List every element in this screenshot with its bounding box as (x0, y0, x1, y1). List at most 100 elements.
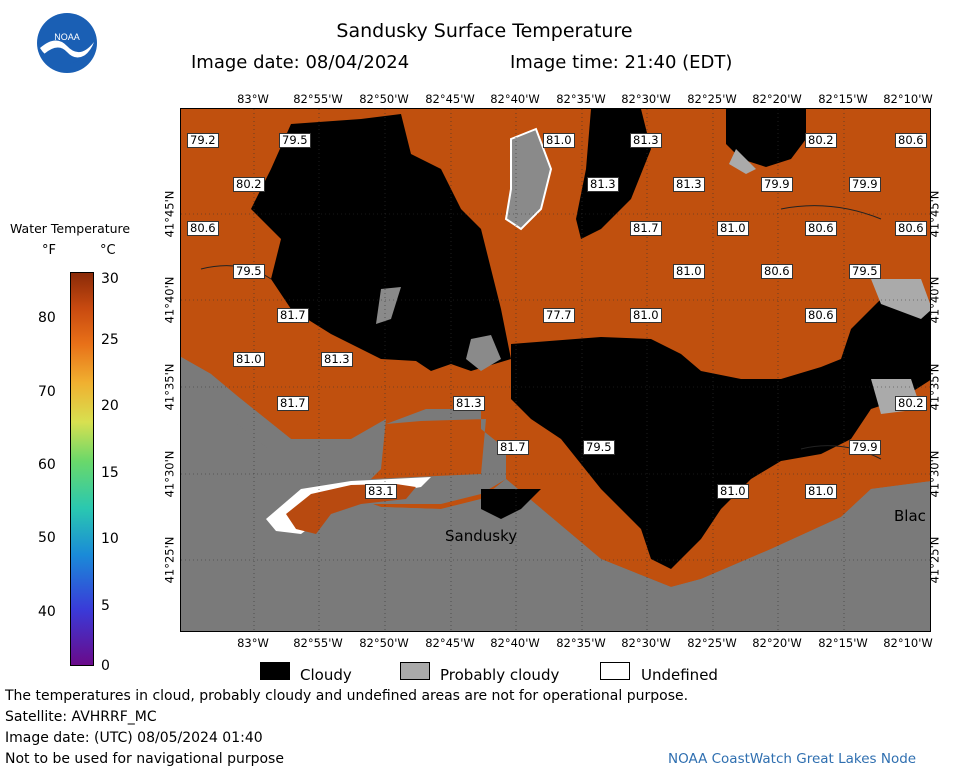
colorbar-title: Water Temperature (10, 221, 131, 236)
lon-tick-bottom: 82°15'W (818, 636, 868, 650)
lon-tick-top: 82°55'W (293, 92, 343, 106)
lon-tick-bottom: 82°35'W (556, 636, 606, 650)
undefined-swatch (600, 662, 630, 680)
lon-tick-top: 83°W (237, 92, 269, 106)
colorbar-f-label: °F (42, 243, 56, 258)
image-date: Image date: 08/04/2024 (191, 52, 410, 73)
probably-cloudy-swatch (400, 662, 430, 680)
legend-undefined: Undefined (641, 666, 718, 684)
temp-label: 81.0 (233, 352, 265, 367)
cloud-area (481, 489, 541, 519)
temp-label: 81.3 (321, 352, 353, 367)
footer-satellite: Satellite: AVHRRF_MC (5, 709, 157, 725)
lon-tick-bottom: 82°50'W (359, 636, 409, 650)
temp-label: 80.6 (895, 133, 927, 148)
colorbar-f-tick: 50 (38, 530, 56, 546)
temp-label: 80.6 (895, 221, 927, 236)
image-time: Image time: 21:40 (EDT) (510, 52, 733, 73)
temp-label: 80.6 (805, 308, 837, 323)
colorbar-c-tick: 5 (101, 598, 110, 614)
temp-label: 79.9 (761, 177, 793, 192)
place-label-sandusky: Sandusky (445, 527, 518, 545)
lon-tick-bottom: 83°W (237, 636, 269, 650)
lat-tick-left: 41°40'N (162, 276, 177, 324)
temp-label: 81.0 (543, 133, 575, 148)
noaa-logo: NOAA (36, 12, 98, 74)
temp-label: 81.0 (630, 308, 662, 323)
lon-tick-top: 82°40'W (490, 92, 540, 106)
probably-cloudy-area (729, 149, 756, 174)
temp-label: 80.2 (233, 177, 265, 192)
temp-label: 83.1 (365, 484, 397, 499)
map-title: Sandusky Surface Temperature (336, 20, 633, 42)
temp-label: 80.6 (805, 221, 837, 236)
lon-tick-top: 82°25'W (687, 92, 737, 106)
colorbar-c-tick: 15 (101, 465, 119, 481)
lat-tick-left: 41°45'N (162, 190, 177, 238)
land-shore (181, 357, 930, 631)
colorbar-f-tick: 70 (38, 384, 56, 400)
temp-label: 81.7 (497, 440, 529, 455)
temp-label: 81.7 (277, 396, 309, 411)
probably-cloudy-area (466, 335, 501, 371)
colorbar-c-tick: 25 (101, 332, 119, 348)
temp-label: 80.2 (805, 133, 837, 148)
lon-tick-top: 82°35'W (556, 92, 606, 106)
graticule (181, 109, 930, 631)
lon-tick-top: 82°10'W (883, 92, 933, 106)
lon-tick-top: 82°15'W (818, 92, 868, 106)
lon-tick-bottom: 82°55'W (293, 636, 343, 650)
map-svg (181, 109, 930, 631)
lon-tick-bottom: 82°40'W (490, 636, 540, 650)
probably-cloudy-area (504, 127, 553, 231)
bay-land (181, 357, 506, 504)
lon-tick-top: 82°20'W (752, 92, 802, 106)
place-label-blac: Blac (894, 507, 926, 525)
cloudy-swatch (260, 662, 290, 680)
colorbar-f-tick: 40 (38, 604, 56, 620)
temp-label: 81.0 (673, 264, 705, 279)
temp-label: 79.5 (233, 264, 265, 279)
temp-label: 80.6 (187, 221, 219, 236)
lon-tick-bottom: 82°10'W (883, 636, 933, 650)
lon-tick-bottom: 82°30'W (621, 636, 671, 650)
lat-tick-left: 41°30'N (162, 450, 177, 498)
legend-probably-cloudy: Probably cloudy (440, 666, 560, 684)
temp-label: 79.2 (187, 133, 219, 148)
footer-disclaimer: The temperatures in cloud, probably clou… (5, 688, 689, 704)
temp-label: 79.5 (279, 133, 311, 148)
probably-cloudy-area (376, 287, 401, 324)
lon-tick-top: 82°50'W (359, 92, 409, 106)
colorbar-c-tick: 30 (101, 271, 119, 287)
lon-tick-bottom: 82°45'W (425, 636, 475, 650)
lat-tick-left: 41°35'N (162, 363, 177, 411)
temp-label: 79.9 (849, 177, 881, 192)
temp-label: 81.3 (630, 133, 662, 148)
legend-cloudy: Cloudy (300, 666, 352, 684)
colorbar-f-tick: 60 (38, 457, 56, 473)
footer-credit-link[interactable]: NOAA CoastWatch Great Lakes Node (668, 751, 917, 767)
probably-cloudy-area (871, 279, 930, 319)
cloud-area (511, 294, 930, 569)
temp-label: 79.5 (849, 264, 881, 279)
temp-label: 79.5 (583, 440, 615, 455)
colorbar-c-tick: 10 (101, 531, 119, 547)
temp-label: 80.2 (895, 396, 927, 411)
temp-label: 81.0 (717, 484, 749, 499)
lon-tick-top: 82°45'W (425, 92, 475, 106)
temp-label: 77.7 (543, 308, 575, 323)
lon-tick-bottom: 82°25'W (687, 636, 737, 650)
temp-label: 81.7 (277, 308, 309, 323)
cloud-area (726, 109, 806, 167)
temp-label: 80.6 (761, 264, 793, 279)
colorbar-c-label: °C (100, 243, 116, 258)
footer-navigation-note: Not to be used for navigational purpose (5, 751, 284, 767)
temperature-map: 79.2 79.5 81.0 81.3 80.2 80.6 80.2 81.3 … (180, 108, 931, 632)
noaa-logo-text: NOAA (54, 32, 80, 42)
temp-label: 81.0 (717, 221, 749, 236)
colorbar-c-tick: 0 (101, 658, 110, 674)
temp-label: 81.3 (453, 396, 485, 411)
temp-label: 81.7 (630, 221, 662, 236)
temp-label: 81.3 (587, 177, 619, 192)
colorbar-f-tick: 80 (38, 310, 56, 326)
